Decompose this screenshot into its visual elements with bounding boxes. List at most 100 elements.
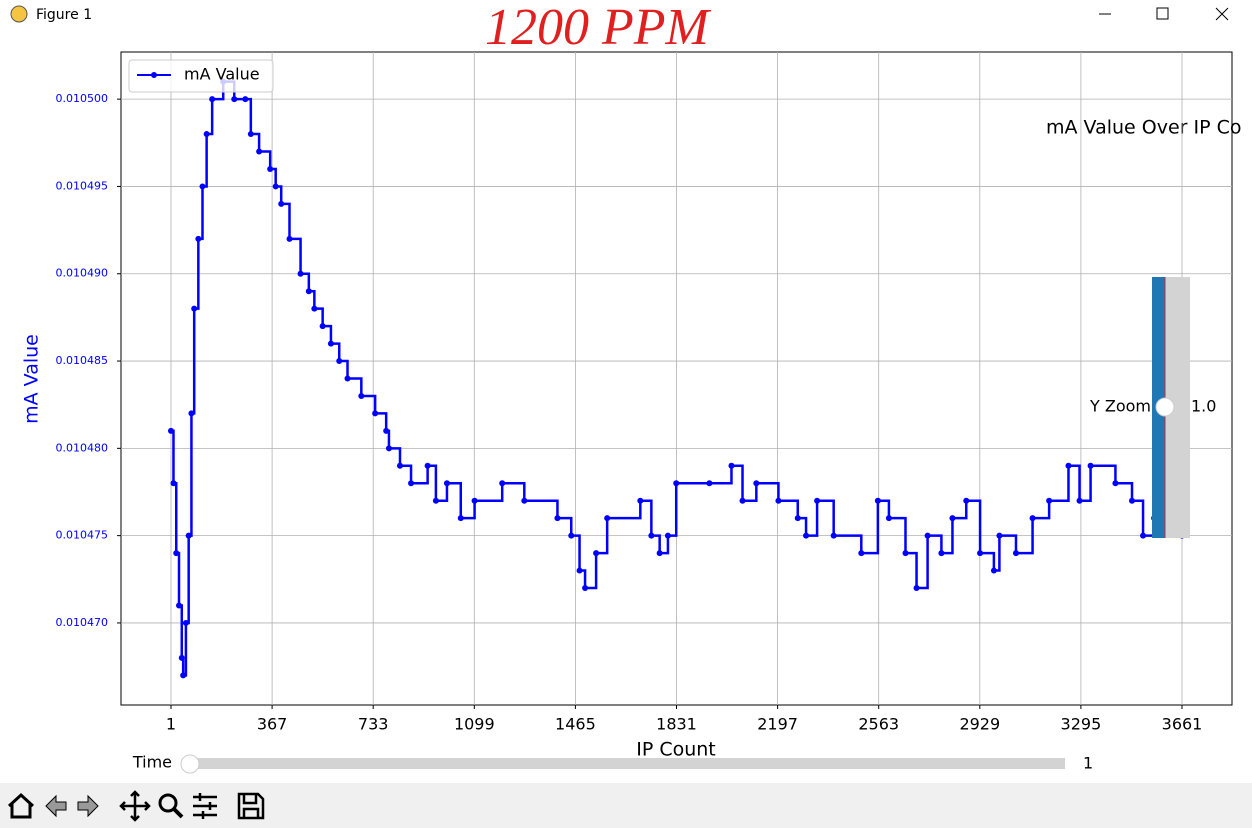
forward-button[interactable]	[77, 794, 99, 818]
chart-title: mA Value Over IP Co	[1046, 117, 1242, 139]
data-point	[924, 532, 931, 539]
data-point	[858, 550, 865, 557]
data-point	[191, 305, 198, 312]
x-axis-label: IP Count	[636, 739, 716, 761]
x-tick-label: 733	[358, 715, 389, 734]
data-point	[278, 200, 285, 207]
y-tick-label: 0.010470	[56, 616, 109, 629]
data-point	[568, 532, 575, 539]
data-point	[963, 497, 970, 504]
data-point	[383, 427, 390, 434]
zoom-handle	[172, 807, 184, 819]
data-point	[814, 497, 821, 504]
data-point	[297, 270, 304, 277]
data-point	[576, 567, 583, 574]
data-point	[753, 480, 760, 487]
data-point	[885, 515, 892, 522]
data-point	[706, 480, 713, 487]
legend-label: mA Value	[184, 65, 260, 84]
data-point	[182, 619, 189, 626]
data-point	[247, 131, 254, 138]
data-point	[256, 148, 263, 155]
data-point	[656, 550, 663, 557]
data-point	[1140, 532, 1147, 539]
data-point	[830, 532, 837, 539]
home-button[interactable]	[7, 792, 35, 819]
y-tick-label: 0.010485	[56, 354, 109, 367]
data-point	[180, 672, 187, 679]
data-point	[432, 497, 439, 504]
data-point	[242, 96, 249, 103]
data-point	[385, 445, 392, 452]
data-point	[554, 515, 561, 522]
y-tick-label: 0.010495	[56, 179, 109, 192]
maximize-button[interactable]	[1156, 7, 1169, 20]
data-point	[457, 515, 464, 522]
legend	[128, 59, 274, 93]
pan-button[interactable]	[119, 790, 151, 822]
close-button[interactable]	[1215, 7, 1229, 21]
data-point	[336, 358, 343, 365]
x-tick-label: 2563	[858, 715, 899, 734]
y-tick-label: 0.010480	[56, 441, 109, 454]
time-handle[interactable]	[180, 754, 200, 774]
data-point	[1012, 550, 1019, 557]
data-point	[648, 532, 655, 539]
data-point	[739, 497, 746, 504]
yzoom-value: 1.0	[1191, 397, 1216, 416]
time-track[interactable]	[190, 758, 1065, 769]
time-value: 1	[1083, 754, 1093, 773]
data-point	[408, 480, 415, 487]
data-point	[1029, 515, 1036, 522]
y-axis-label: mA Value	[21, 334, 43, 424]
handwritten-note: 1200 PPM	[485, 0, 712, 56]
data-point	[358, 392, 365, 399]
data-point	[902, 550, 909, 557]
y-tick-label: 0.010490	[56, 267, 109, 280]
x-tick-label: 1	[166, 715, 176, 734]
app-icon	[10, 5, 28, 23]
data-point	[311, 305, 318, 312]
data-point	[173, 550, 180, 557]
data-point	[188, 410, 195, 417]
data-point	[990, 567, 997, 574]
zoom-button[interactable]	[158, 793, 178, 813]
x-tick-label: 367	[257, 715, 288, 734]
data-point	[319, 323, 326, 330]
data-point	[167, 427, 174, 434]
y-tick-label: 0.010475	[56, 529, 109, 542]
yzoom-handle[interactable]	[1155, 397, 1175, 417]
data-point	[499, 480, 506, 487]
data-point	[203, 131, 210, 138]
data-point	[673, 480, 680, 487]
back-button[interactable]	[45, 794, 67, 818]
data-point	[372, 410, 379, 417]
x-tick-label: 2197	[757, 715, 798, 734]
data-point	[170, 480, 177, 487]
data-point	[344, 375, 351, 382]
configure-button[interactable]	[193, 793, 217, 819]
yzoom-label: Y Zoom	[1089, 397, 1151, 416]
data-point	[664, 532, 671, 539]
y-tick-label: 0.010500	[56, 92, 109, 105]
data-point	[604, 515, 611, 522]
data-point	[938, 550, 945, 557]
data-point	[267, 165, 274, 172]
data-point	[1076, 497, 1083, 504]
data-point	[178, 654, 185, 661]
data-point	[272, 183, 279, 190]
x-tick-label: 1465	[555, 715, 596, 734]
data-point	[949, 515, 956, 522]
data-point	[521, 497, 528, 504]
toolbar	[0, 783, 1252, 828]
x-tick-label: 1831	[656, 715, 697, 734]
save-button[interactable]	[237, 792, 265, 820]
plot-area: 0.010470 0.010475 0.010480 0.010485 0.010490…	[56, 52, 1232, 734]
data-point	[977, 550, 984, 557]
data-point	[775, 497, 782, 504]
data-point	[794, 515, 801, 522]
time-label: Time	[132, 753, 172, 772]
data-point	[582, 585, 589, 592]
